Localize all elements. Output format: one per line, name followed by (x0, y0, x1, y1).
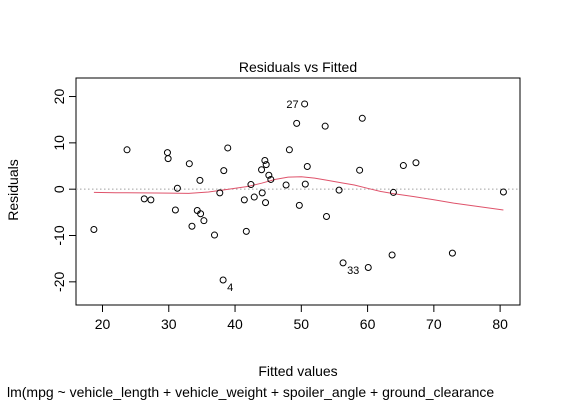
x-axis: 20 30 40 50 60 70 80 (95, 305, 508, 332)
plot-frame (75, 77, 521, 306)
data-point (499, 188, 507, 196)
data-point (399, 162, 407, 170)
data-point (282, 181, 290, 189)
data-point (188, 222, 196, 230)
data-point (219, 276, 227, 284)
y-tick-label: -20 (51, 272, 67, 292)
data-point (448, 249, 456, 257)
data-point (358, 114, 366, 122)
data-point (140, 195, 148, 203)
data-point (185, 160, 193, 168)
data-point (147, 196, 155, 204)
x-tick-label: 70 (426, 316, 442, 332)
y-axis-label: Residuals (5, 159, 21, 220)
data-point (356, 166, 364, 174)
y-tick-label: 0 (51, 185, 67, 193)
data-point (265, 171, 273, 179)
y-tick-label: 20 (51, 89, 67, 105)
x-tick-label: 30 (161, 316, 177, 332)
data-point (224, 144, 232, 152)
data-point (285, 146, 293, 154)
data-point (250, 193, 258, 201)
data-point (293, 119, 301, 127)
point-label: 27 (286, 99, 298, 111)
data-point (258, 189, 266, 197)
data-point (321, 122, 329, 130)
data-point (220, 167, 228, 175)
data-point (163, 149, 171, 157)
data-point (301, 180, 309, 188)
data-point (267, 175, 275, 183)
x-tick-label: 60 (360, 316, 376, 332)
point-label: 4 (227, 282, 233, 294)
data-point (262, 199, 270, 207)
data-point (301, 100, 309, 108)
chart-subtitle: lm(mpg ~ vehicle_length + vehicle_weight… (7, 384, 494, 400)
x-tick-label: 40 (227, 316, 243, 332)
x-axis-label: Fitted values (258, 363, 337, 379)
data-point (388, 251, 396, 259)
data-point (197, 210, 205, 218)
smoother (93, 176, 504, 211)
data-point (164, 155, 172, 163)
x-tick-label: 50 (294, 316, 310, 332)
data-point (242, 227, 250, 235)
data-point (364, 263, 372, 271)
data-point (389, 188, 397, 196)
y-axis: -20 -10 0 10 20 (51, 89, 76, 292)
data-point (339, 259, 347, 267)
smoother-line (93, 176, 504, 211)
point-label: 33 (347, 265, 359, 277)
data-point (196, 176, 204, 184)
x-tick-label: 20 (95, 316, 111, 332)
data-point (247, 181, 255, 189)
data-point (90, 225, 98, 233)
data-point (240, 196, 248, 204)
data-point (335, 186, 343, 194)
data-point (258, 166, 266, 174)
data-point (171, 206, 179, 214)
data-points (90, 100, 507, 284)
data-point (211, 231, 219, 239)
data-point (173, 184, 181, 192)
data-point (200, 217, 208, 225)
data-point (261, 156, 269, 164)
point-labels: 27 33 4 (227, 99, 359, 294)
y-tick-label: -10 (51, 225, 67, 245)
plot-box (75, 77, 521, 306)
data-point (303, 162, 311, 170)
y-tick-label: 10 (51, 135, 67, 151)
data-point (123, 146, 131, 154)
chart-title: Residuals vs Fitted (239, 59, 357, 75)
data-point (216, 189, 224, 197)
x-tick-label: 80 (492, 316, 508, 332)
data-point (262, 161, 270, 169)
data-point (322, 213, 330, 221)
data-point (295, 201, 303, 209)
data-point (412, 159, 420, 167)
